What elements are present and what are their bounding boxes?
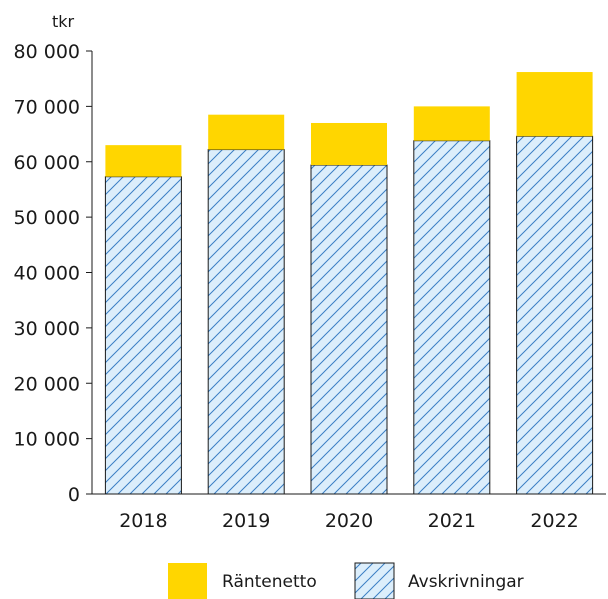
bar-avskrivningar-2020 [310, 164, 388, 495]
y-axis-unit-label: tkr [52, 12, 75, 31]
legend-label: Avskrivningar [408, 572, 524, 592]
y-axis: 0 10 000 20 000 30 000 40 000 50 000 60 000 70 … [14, 41, 93, 506]
legend-swatch-avskrivningar [354, 562, 395, 599]
bar-r-ntenetto-2021 [413, 106, 490, 141]
y-tick-label: 0 [68, 484, 80, 506]
bar-r-ntenetto-2019 [208, 114, 285, 150]
bar-avskrivningar-2022 [516, 135, 594, 495]
bars [104, 72, 594, 495]
y-tick-label: 30 000 [14, 318, 80, 340]
x-tick-label: 2022 [530, 510, 578, 532]
x-tick-label: 2018 [119, 510, 167, 532]
y-tick-label: 50 000 [14, 207, 80, 229]
y-tick-label: 70 000 [14, 96, 80, 118]
y-tick-label: 20 000 [14, 373, 80, 395]
y-tick-label: 80 000 [14, 41, 80, 63]
y-tick-label: 10 000 [14, 429, 80, 451]
bar-avskrivningar-2018 [104, 176, 182, 495]
bar-r-ntenetto-2022 [516, 72, 593, 137]
bar-r-ntenetto-2018 [105, 145, 182, 177]
bar-avskrivningar-2021 [413, 140, 491, 495]
x-tick-label: 2020 [325, 510, 373, 532]
legend-swatch-r-ntenetto [168, 563, 207, 599]
x-axis: 2018 2019 2020 2021 2022 [92, 493, 606, 532]
bar-r-ntenetto-2020 [311, 122, 387, 166]
legend: Räntenetto Avskrivningar [168, 562, 524, 599]
x-tick-label: 2021 [428, 510, 476, 532]
y-tick-label: 60 000 [14, 152, 80, 174]
legend-label: Räntenetto [222, 572, 317, 592]
bar-avskrivningar-2019 [207, 149, 285, 495]
x-tick-label: 2019 [222, 510, 270, 532]
y-tick-label: 40 000 [14, 263, 80, 285]
